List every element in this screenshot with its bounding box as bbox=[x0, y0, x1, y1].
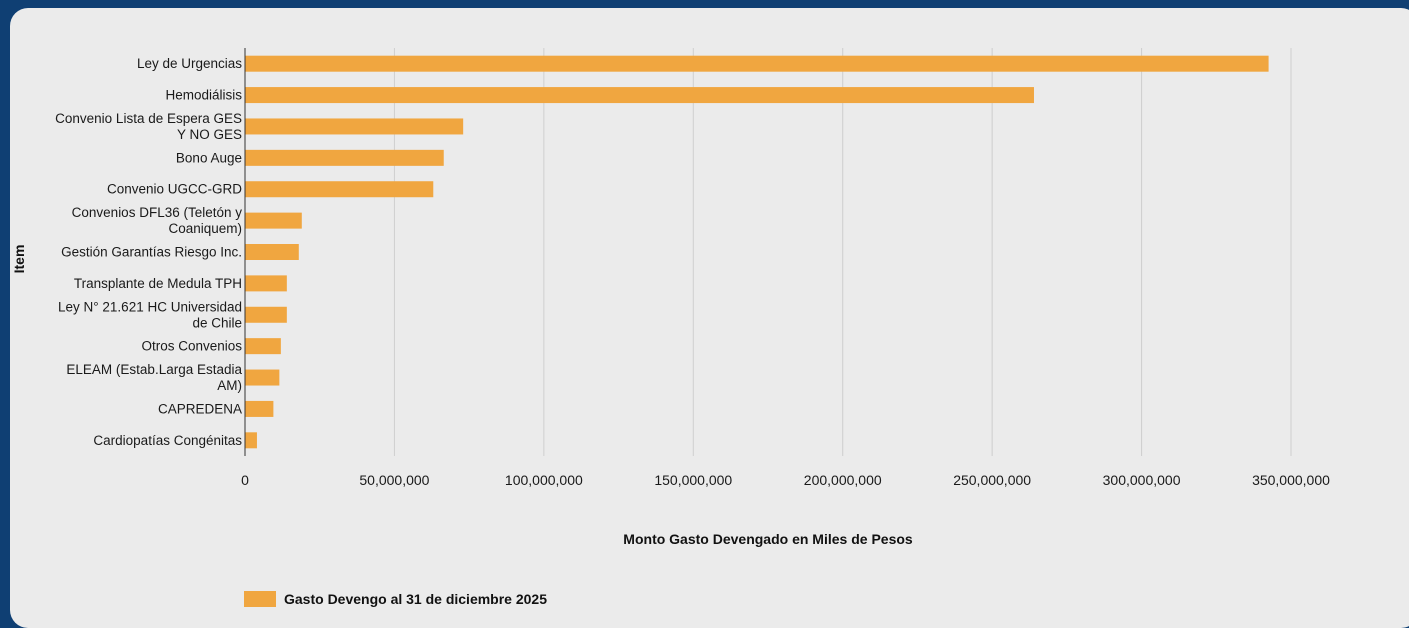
x-tick-label: 0 bbox=[241, 472, 249, 488]
x-tick-label: 150,000,000 bbox=[654, 472, 732, 488]
category-label: Otros Convenios bbox=[141, 339, 242, 354]
legend-swatch bbox=[244, 591, 276, 607]
bar[interactable] bbox=[245, 87, 1034, 104]
bar[interactable] bbox=[245, 118, 464, 135]
bar-chart: Ley de Urgencias Hemodiálisis Convenio Lis… bbox=[11, 48, 1330, 607]
category-label: Ley N° 21.621 HC Universidad de Chile bbox=[58, 299, 242, 330]
grid-lines bbox=[393, 48, 1292, 456]
category-label: Ley de Urgencias bbox=[137, 56, 242, 71]
x-tick-label: 200,000,000 bbox=[804, 472, 882, 488]
bar[interactable] bbox=[245, 369, 280, 386]
bar[interactable] bbox=[245, 212, 302, 229]
bar[interactable] bbox=[245, 275, 287, 292]
category-label: Hemodiálisis bbox=[165, 88, 242, 103]
bar[interactable] bbox=[245, 181, 434, 198]
category-label: Cardiopatías Congénitas bbox=[93, 433, 242, 448]
legend-label: Gasto Devengo al 31 de diciembre 2025 bbox=[284, 591, 547, 607]
x-tick-label: 100,000,000 bbox=[505, 472, 583, 488]
category-label: Gestión Garantías Riesgo Inc. bbox=[61, 245, 242, 260]
bar[interactable] bbox=[245, 338, 281, 355]
bar[interactable] bbox=[245, 149, 444, 166]
category-label: Transplante de Medula TPH bbox=[74, 276, 242, 291]
x-tick-label: 250,000,000 bbox=[953, 472, 1031, 488]
bar[interactable] bbox=[245, 432, 257, 449]
x-tick-labels: 0 50,000,000 100,000,000 150,000,000 200,000… bbox=[241, 472, 1330, 488]
category-label: Bono Auge bbox=[176, 150, 242, 165]
category-labels: Ley de Urgencias Hemodiálisis Convenio Lis… bbox=[55, 56, 242, 448]
category-label: CAPREDENA bbox=[158, 401, 242, 416]
x-tick-label: 350,000,000 bbox=[1252, 472, 1330, 488]
x-tick-label: 50,000,000 bbox=[359, 472, 429, 488]
category-label: Convenio UGCC-GRD bbox=[107, 182, 242, 197]
bar[interactable] bbox=[245, 400, 274, 417]
y-axis-title: Item bbox=[11, 245, 27, 274]
x-tick-label: 300,000,000 bbox=[1103, 472, 1181, 488]
bar[interactable] bbox=[245, 244, 299, 260]
bar[interactable] bbox=[245, 55, 1269, 72]
bars bbox=[245, 55, 1269, 449]
x-axis-title: Monto Gasto Devengado en Miles de Pesos bbox=[623, 531, 913, 547]
chart-card: Ley de Urgencias Hemodiálisis Convenio Lis… bbox=[10, 8, 1409, 628]
category-label: Convenios DFL36 (Teletón y Coaniquem) bbox=[72, 205, 243, 236]
bar[interactable] bbox=[245, 306, 287, 323]
category-label: ELEAM (Estab.Larga Estadia AM) bbox=[66, 362, 242, 393]
legend: Gasto Devengo al 31 de diciembre 2025 bbox=[244, 591, 547, 607]
category-label: Convenio Lista de Espera GES Y NO GES bbox=[55, 111, 242, 142]
